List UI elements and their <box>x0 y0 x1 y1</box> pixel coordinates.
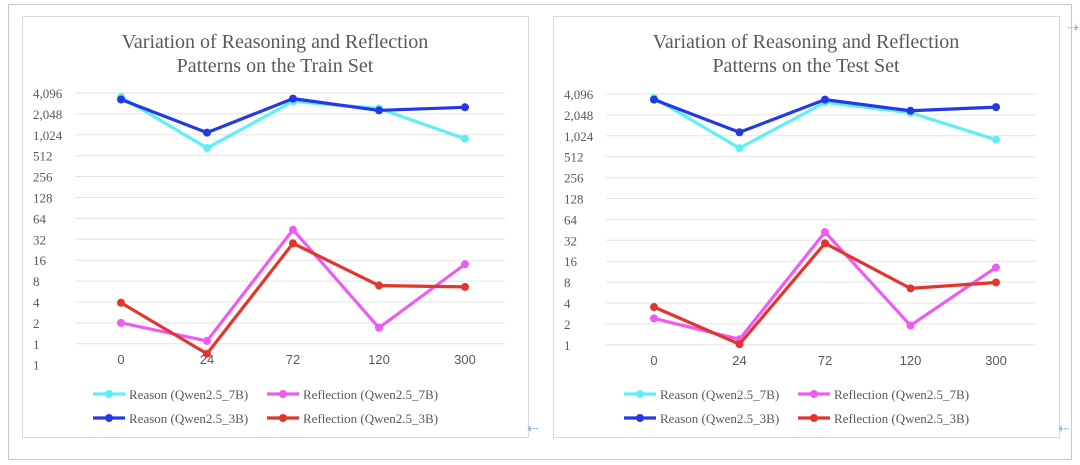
legend-marker <box>105 390 113 398</box>
test-chart: Variation of Reasoning and ReflectionPat… <box>564 31 1036 426</box>
chart-title-line1: Variation of Reasoning and Reflection <box>653 31 960 53</box>
y-tick-label: 4,096 <box>33 86 63 101</box>
data-point <box>461 103 469 112</box>
data-point <box>821 239 829 248</box>
train-chart: Variation of Reasoning and ReflectionPat… <box>33 31 505 426</box>
data-point <box>992 278 1000 287</box>
data-point <box>117 95 125 104</box>
y-tick-label: 1,024 <box>33 128 63 143</box>
legend-label: Reflection (Qwen2.5_7B) <box>303 387 438 402</box>
data-point <box>289 225 297 234</box>
chart-title-line2: Patterns on the Test Set <box>712 55 900 77</box>
data-point <box>992 135 1000 144</box>
data-point <box>650 303 658 312</box>
data-point <box>203 128 211 137</box>
y-tick-label: 2 <box>564 317 571 332</box>
x-tick-label: 0 <box>117 352 124 367</box>
y-tick-label: 512 <box>564 150 584 165</box>
legend-marker <box>636 414 644 422</box>
data-point <box>650 314 658 323</box>
legend-marker <box>105 414 113 422</box>
legend-label: Reflection (Qwen2.5_3B) <box>303 411 438 426</box>
anchor-arrow-icon: ⇠ <box>1058 421 1070 437</box>
legend-label: Reason (Qwen2.5_3B) <box>660 411 779 426</box>
data-point <box>203 336 211 345</box>
data-point <box>375 106 383 115</box>
y-tick-label: 32 <box>564 233 577 248</box>
y-tick-label: 512 <box>33 149 53 164</box>
y-tick-label: 32 <box>33 232 46 247</box>
legend-marker <box>810 414 818 422</box>
data-point <box>375 281 383 290</box>
data-point <box>461 134 469 143</box>
y-tick-label: 4 <box>564 296 571 311</box>
y-tick-label: 256 <box>564 171 584 186</box>
data-point <box>992 263 1000 272</box>
legend-label: Reason (Qwen2.5_3B) <box>129 411 248 426</box>
data-point <box>289 239 297 248</box>
data-point <box>906 106 915 115</box>
legend-marker <box>279 414 287 422</box>
x-tick-label: 72 <box>286 352 300 367</box>
legend-label: Reflection (Qwen2.5_3B) <box>834 411 969 426</box>
chart-title-line2: Patterns on the Train Set <box>177 55 374 77</box>
data-point <box>821 95 829 104</box>
y-tick-label: 1 <box>564 338 571 353</box>
x-tick-label: 24 <box>732 353 746 368</box>
data-point <box>735 144 744 153</box>
data-point <box>992 103 1000 112</box>
series-line <box>653 241 997 346</box>
legend-label: Reflection (Qwen2.5_7B) <box>834 387 969 402</box>
y-tick-label: 16 <box>33 253 47 268</box>
legend-marker <box>279 390 287 398</box>
anchor-arrow-icon: ⇠ <box>527 421 539 437</box>
legend-marker <box>810 390 818 398</box>
data-point <box>117 318 125 327</box>
data-point <box>203 144 211 153</box>
data-point <box>203 349 211 358</box>
y-tick-label: 64 <box>33 211 47 226</box>
y-tick-label: 2 <box>33 316 40 331</box>
legend-marker <box>636 390 644 398</box>
data-point <box>821 228 829 237</box>
data-point <box>375 323 383 332</box>
y-tick-label: 4 <box>33 295 40 310</box>
data-point <box>289 94 297 103</box>
data-point <box>906 321 915 330</box>
y-tick-label: 8 <box>33 274 40 289</box>
data-point <box>461 282 469 291</box>
y-tick-label: 1 <box>33 337 40 352</box>
x-tick-label: 120 <box>368 352 390 367</box>
y-tick-label: 64 <box>564 212 578 227</box>
train-chart-panel: Variation of Reasoning and Reflection Pat… <box>22 16 529 438</box>
y-tick-label: 4,096 <box>564 87 594 102</box>
data-point <box>906 284 915 293</box>
y-tick-label: 2,048 <box>564 108 593 123</box>
y-tick-label: 128 <box>33 191 53 206</box>
x-tick-label: 120 <box>900 353 922 368</box>
legend-label: Reason (Qwen2.5_7B) <box>660 387 779 402</box>
y-tick-label: 8 <box>564 275 571 290</box>
y-tick-label: 16 <box>564 254 578 269</box>
data-point <box>650 95 658 104</box>
y-tick-label: 1,024 <box>564 129 594 144</box>
x-tick-label: 300 <box>985 353 1007 368</box>
anchor-arrow-icon: ⇢ <box>1067 20 1079 36</box>
y-tick-label: 128 <box>564 192 584 207</box>
y-tick-label: 2,048 <box>33 107 62 122</box>
x-tick-label: 24 <box>200 352 214 367</box>
data-point <box>461 260 469 269</box>
data-point <box>735 128 744 137</box>
test-chart-panel: Variation of Reasoning and Reflection Pat… <box>553 16 1060 438</box>
x-tick-label: 300 <box>454 352 476 367</box>
data-point <box>735 340 744 349</box>
x-tick-label: 0 <box>650 353 657 368</box>
x-tick-label: 72 <box>818 353 832 368</box>
y-tick-label: 256 <box>33 170 53 185</box>
data-point <box>117 298 125 307</box>
legend-label: Reason (Qwen2.5_7B) <box>129 387 248 402</box>
y-tick-label: 1 <box>33 358 40 373</box>
chart-title-line1: Variation of Reasoning and Reflection <box>122 31 429 53</box>
